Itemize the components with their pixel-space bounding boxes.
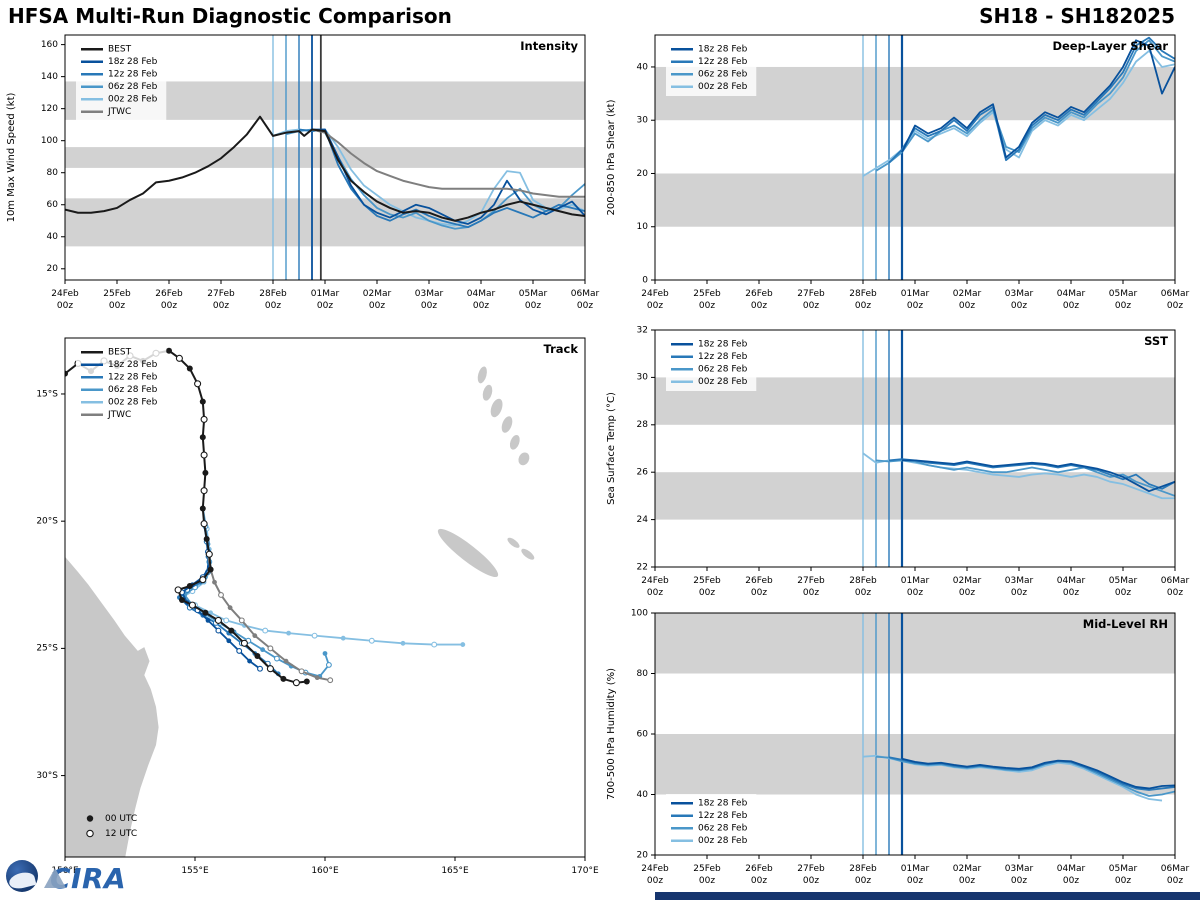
- track-map-panel: [0, 330, 612, 880]
- cira-mountain-icon: [44, 868, 66, 888]
- deep-layer-shear-panel: [600, 28, 1200, 328]
- intensity-panel: [0, 28, 612, 328]
- footer-accent-bar: [655, 892, 1200, 900]
- cira-logo: CIRA: [44, 861, 126, 895]
- mid-level-rh-panel: [600, 605, 1200, 900]
- page-title: HFSA Multi-Run Diagnostic Comparison: [8, 4, 452, 28]
- noaa-logo: [6, 860, 38, 892]
- storm-id-title: SH18 - SH182025: [979, 4, 1175, 28]
- sst-panel: [600, 322, 1200, 612]
